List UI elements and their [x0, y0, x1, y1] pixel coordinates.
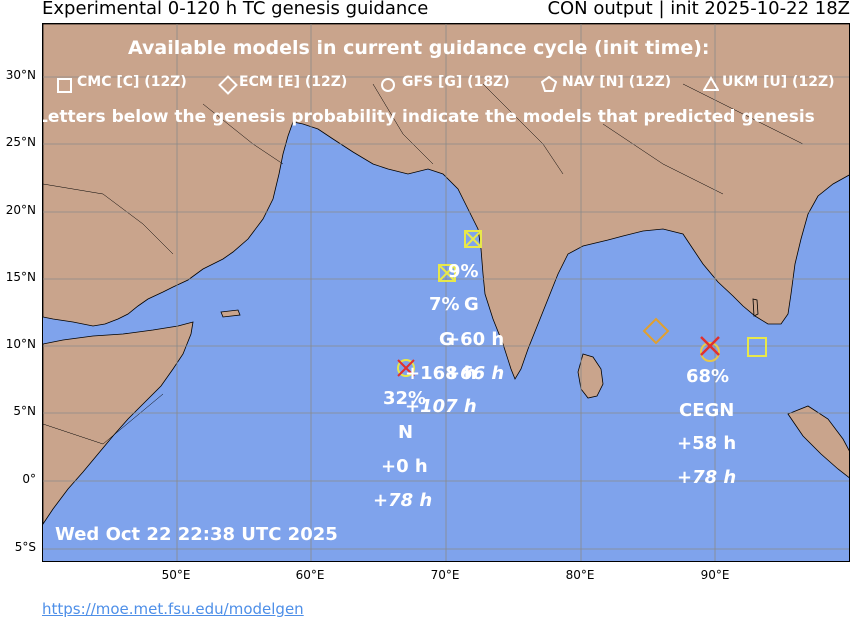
marker-bay-of-bengal: [642, 317, 767, 362]
legend-model-list: CMC [C] (12Z) ECM [E] (12Z) GFS [G] (18Z…: [57, 74, 849, 96]
system-models: N: [398, 422, 414, 443]
system-lead-time: +58 h: [677, 433, 737, 454]
land-east-africa: [43, 321, 194, 525]
system-lead-time: +0 h: [381, 456, 428, 477]
marker-arabian-north: [464, 230, 482, 248]
system-models: G: [439, 329, 454, 350]
init-title: CON output | init 2025-10-22 18Z: [547, 0, 850, 19]
system-probability: 9%: [448, 261, 479, 282]
system-models: CEGN: [679, 400, 735, 421]
lat-label: 5°S: [14, 540, 36, 554]
system-probability: 68%: [686, 366, 730, 387]
legend-model-nav: NAV [N] (12Z): [562, 74, 672, 90]
pentagon-icon: [541, 76, 557, 92]
lon-label: 70°E: [430, 568, 460, 582]
legend-model-ecm: ECM [E] (12Z): [239, 74, 348, 90]
lat-label: 5°N: [13, 404, 36, 418]
system-lead-time: +60 h: [445, 329, 505, 350]
map-canvas: [43, 24, 849, 561]
legend-model-ukm: UKM [U] (12Z): [722, 74, 835, 90]
legend-model-gfs: GFS [G] (18Z): [402, 74, 510, 90]
system-probability: 32%: [383, 388, 427, 409]
diamond-icon: [218, 75, 238, 95]
land-sri-lanka: [577, 353, 604, 399]
land-andaman: [752, 298, 759, 317]
map-panel: Available models in current guidance cyc…: [42, 23, 850, 562]
marker-arabian-east: [438, 264, 456, 282]
timestamp: Wed Oct 22 22:38 UTC 2025: [55, 524, 338, 545]
lat-label: 10°N: [5, 337, 36, 351]
circle-icon: [381, 78, 395, 92]
system-models: G: [464, 294, 479, 315]
lat-lon-grid: [43, 24, 849, 561]
lat-label: 15°N: [5, 270, 36, 284]
system-lead-time-2: +78 h: [677, 467, 737, 488]
land-africa-asia: [43, 24, 849, 380]
system-probability: 7%: [429, 294, 460, 315]
lat-label: 20°N: [5, 203, 36, 217]
legend-model-cmc: CMC [C] (12Z): [77, 74, 187, 90]
system-lead-time-2: +66 h: [445, 363, 505, 384]
lon-label: 80°E: [565, 568, 595, 582]
legend-heading: Available models in current guidance cyc…: [128, 37, 710, 59]
land-sumatra: [787, 405, 849, 478]
lon-label: 50°E: [161, 568, 191, 582]
lat-label: 0°: [22, 472, 36, 486]
lat-label: 30°N: [5, 68, 36, 82]
system-lead-time-2: +107 h: [405, 396, 477, 417]
triangle-icon: [703, 76, 719, 91]
map-title: Experimental 0-120 h TC genesis guidance: [42, 0, 429, 19]
land-socotra: [220, 309, 241, 318]
lon-label: 60°E: [295, 568, 325, 582]
system-lead-time-2: +78 h: [373, 490, 433, 511]
footer-link[interactable]: https://moe.met.fsu.edu/modelgen: [42, 600, 304, 618]
lat-label: 25°N: [5, 135, 36, 149]
system-lead-time: +168 h: [405, 363, 477, 384]
marker-arabian-west: [397, 359, 415, 377]
legend-note: Letters below the genesis probability in…: [42, 107, 815, 127]
square-icon: [57, 78, 72, 93]
lon-label: 90°E: [700, 568, 730, 582]
